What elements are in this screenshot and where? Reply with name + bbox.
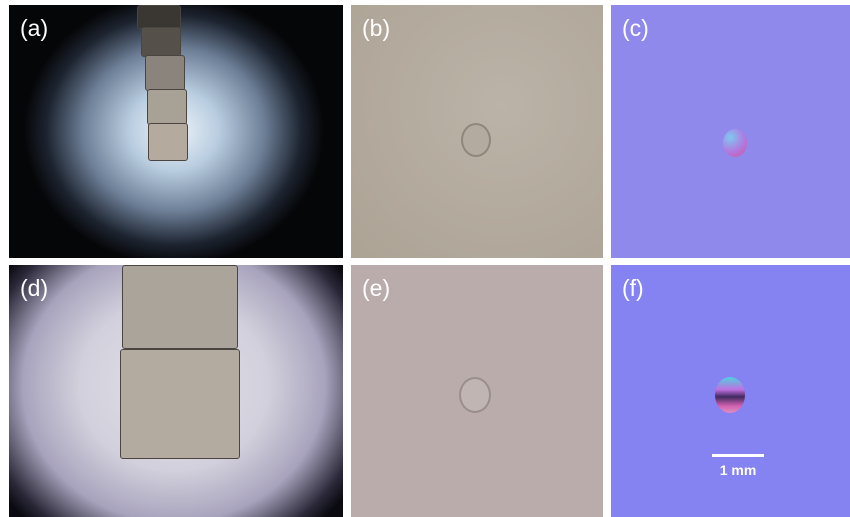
tile	[120, 349, 240, 459]
tile	[147, 89, 187, 125]
panel-label: (f)	[622, 275, 644, 301]
panel-label: (e)	[362, 275, 391, 301]
panel-label: (c)	[622, 15, 649, 41]
defect	[723, 129, 747, 157]
tile	[137, 5, 181, 29]
panel-d: (d)	[9, 265, 343, 517]
defect	[461, 123, 491, 157]
scale-bar-label: 1 mm	[719, 462, 757, 478]
panel-label: (d)	[20, 275, 49, 301]
panel-b: (b)	[351, 5, 603, 258]
panel-c: (c)	[611, 5, 850, 258]
panel-e: (e)	[351, 265, 603, 517]
defect	[459, 377, 491, 413]
tile	[141, 27, 181, 57]
tile	[122, 265, 238, 349]
tile	[148, 123, 188, 161]
panel-label: (b)	[362, 15, 391, 41]
panel-a: (a)	[9, 5, 343, 258]
scale-bar	[712, 454, 764, 457]
panel-label: (a)	[20, 15, 49, 41]
tile	[145, 55, 185, 91]
panel-f: 1 mm (f)	[611, 265, 850, 517]
defect	[715, 377, 745, 413]
